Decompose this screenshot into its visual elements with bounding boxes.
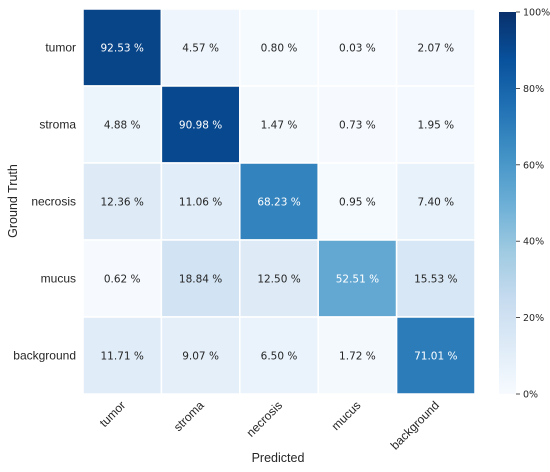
heatmap-value-label-3-3: 52.51 % — [336, 274, 379, 286]
heatmap-value-label-4-2: 6.50 % — [261, 351, 298, 363]
colorbar: 0% 20% 40% 60% 80% 100% — [499, 8, 550, 401]
heatmap-cell-3-4 — [395, 239, 476, 318]
heatmap-cell-4-2 — [239, 316, 319, 395]
heatmap-cell-3-2 — [239, 239, 319, 318]
heatmap-cell-0-1 — [160, 8, 241, 87]
heatmap-value-label-1-3: 0.73 % — [339, 120, 376, 132]
heatmap-cell-4-1 — [160, 316, 241, 395]
heatmap-value-label-0-3: 0.03 % — [339, 43, 376, 55]
heatmap-cell-1-4 — [395, 85, 476, 164]
colorbar-tick-label-1: 20% — [523, 313, 544, 324]
y-tick-label-4: background — [13, 349, 76, 363]
heatmap-value-label-3-2: 12.50 % — [257, 274, 300, 286]
colorbar-tick-label-0: 0% — [523, 390, 538, 401]
colorbar-tick-labels: 0% 20% 40% 60% 80% 100% — [516, 8, 550, 401]
heatmap-value-label-1-0: 4.88 % — [104, 120, 141, 132]
heatmap-value-label-3-4: 15.53 % — [414, 274, 457, 286]
heatmap-value-label-2-0: 12.36 % — [101, 197, 144, 209]
heatmap-value-label-3-0: 0.62 % — [104, 274, 141, 286]
colorbar-gradient — [499, 12, 516, 394]
heatmap-cell-2-1 — [160, 162, 241, 241]
heatmap-value-label-4-3: 1.72 % — [339, 351, 376, 363]
y-tick-label-3: mucus — [41, 272, 76, 286]
heatmap-value-label-4-4: 71.01 % — [414, 351, 457, 363]
heatmap-cell-0-0 — [82, 8, 163, 87]
heatmap-cells — [82, 8, 476, 395]
heatmap-value-label-0-0: 92.53 % — [101, 43, 144, 55]
y-tick-label-1: stroma — [39, 118, 76, 132]
y-tick-label-2: necrosis — [31, 195, 76, 209]
x-axis-tick-labels: tumor stroma necrosis mucus background — [97, 398, 442, 452]
heatmap-cell-3-3 — [317, 239, 398, 318]
heatmap-value-label-2-2: 68.23 % — [257, 197, 300, 209]
heatmap-value-label-2-3: 0.95 % — [339, 197, 376, 209]
x-tick-label-4: background — [388, 398, 442, 452]
heatmap-value-label-2-1: 11.06 % — [179, 197, 222, 209]
heatmap-cell-3-0 — [82, 239, 163, 318]
heatmap-cell-4-4 — [395, 316, 476, 395]
heatmap-cell-3-1 — [160, 239, 241, 318]
heatmap-value-label-1-4: 1.95 % — [417, 120, 454, 132]
colorbar-tick-label-5: 100% — [523, 8, 550, 19]
colorbar-tick-label-2: 40% — [523, 237, 544, 248]
heatmap-cell-2-3 — [317, 162, 398, 241]
y-axis-tick-labels: tumor stroma necrosis mucus background — [13, 41, 76, 363]
x-tick-label-0: tumor — [97, 398, 129, 430]
x-tick-label-1: stroma — [171, 398, 207, 434]
heatmap-value-label-0-4: 2.07 % — [417, 43, 454, 55]
heatmap-cell-4-0 — [82, 316, 163, 395]
y-tick-label-0: tumor — [45, 41, 76, 55]
x-tick-label-3: mucus — [329, 398, 364, 433]
heatmap-cell-0-2 — [239, 8, 319, 87]
heatmap-value-label-4-0: 11.71 % — [101, 351, 144, 363]
heatmap-cell-1-2 — [239, 85, 319, 164]
x-axis-label: Predicted — [252, 451, 305, 465]
heatmap-cell-1-0 — [82, 85, 163, 164]
heatmap-value-label-0-2: 0.80 % — [261, 43, 298, 55]
heatmap-value-label-1-2: 1.47 % — [261, 120, 298, 132]
heatmap-value-label-0-1: 4.57 % — [182, 43, 219, 55]
heatmap-value-label-4-1: 9.07 % — [182, 351, 219, 363]
y-axis-label: Ground Truth — [6, 164, 20, 238]
heatmap-value-labels: 92.53 % 4.57 % 0.80 % 0.03 % 2.07 % 4.88 % 90.… — [101, 43, 458, 363]
heatmap-value-label-1-1: 90.98 % — [179, 120, 222, 132]
x-tick-label-2: necrosis — [244, 398, 285, 439]
colorbar-tick-label-3: 60% — [523, 160, 544, 171]
heatmap-value-label-2-4: 7.40 % — [417, 197, 454, 209]
colorbar-tick-label-4: 80% — [523, 84, 544, 95]
heatmap-value-label-3-1: 18.84 % — [179, 274, 222, 286]
